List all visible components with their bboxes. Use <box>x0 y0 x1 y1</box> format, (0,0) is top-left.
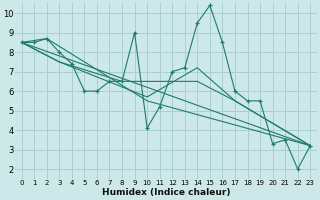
X-axis label: Humidex (Indice chaleur): Humidex (Indice chaleur) <box>102 188 230 197</box>
